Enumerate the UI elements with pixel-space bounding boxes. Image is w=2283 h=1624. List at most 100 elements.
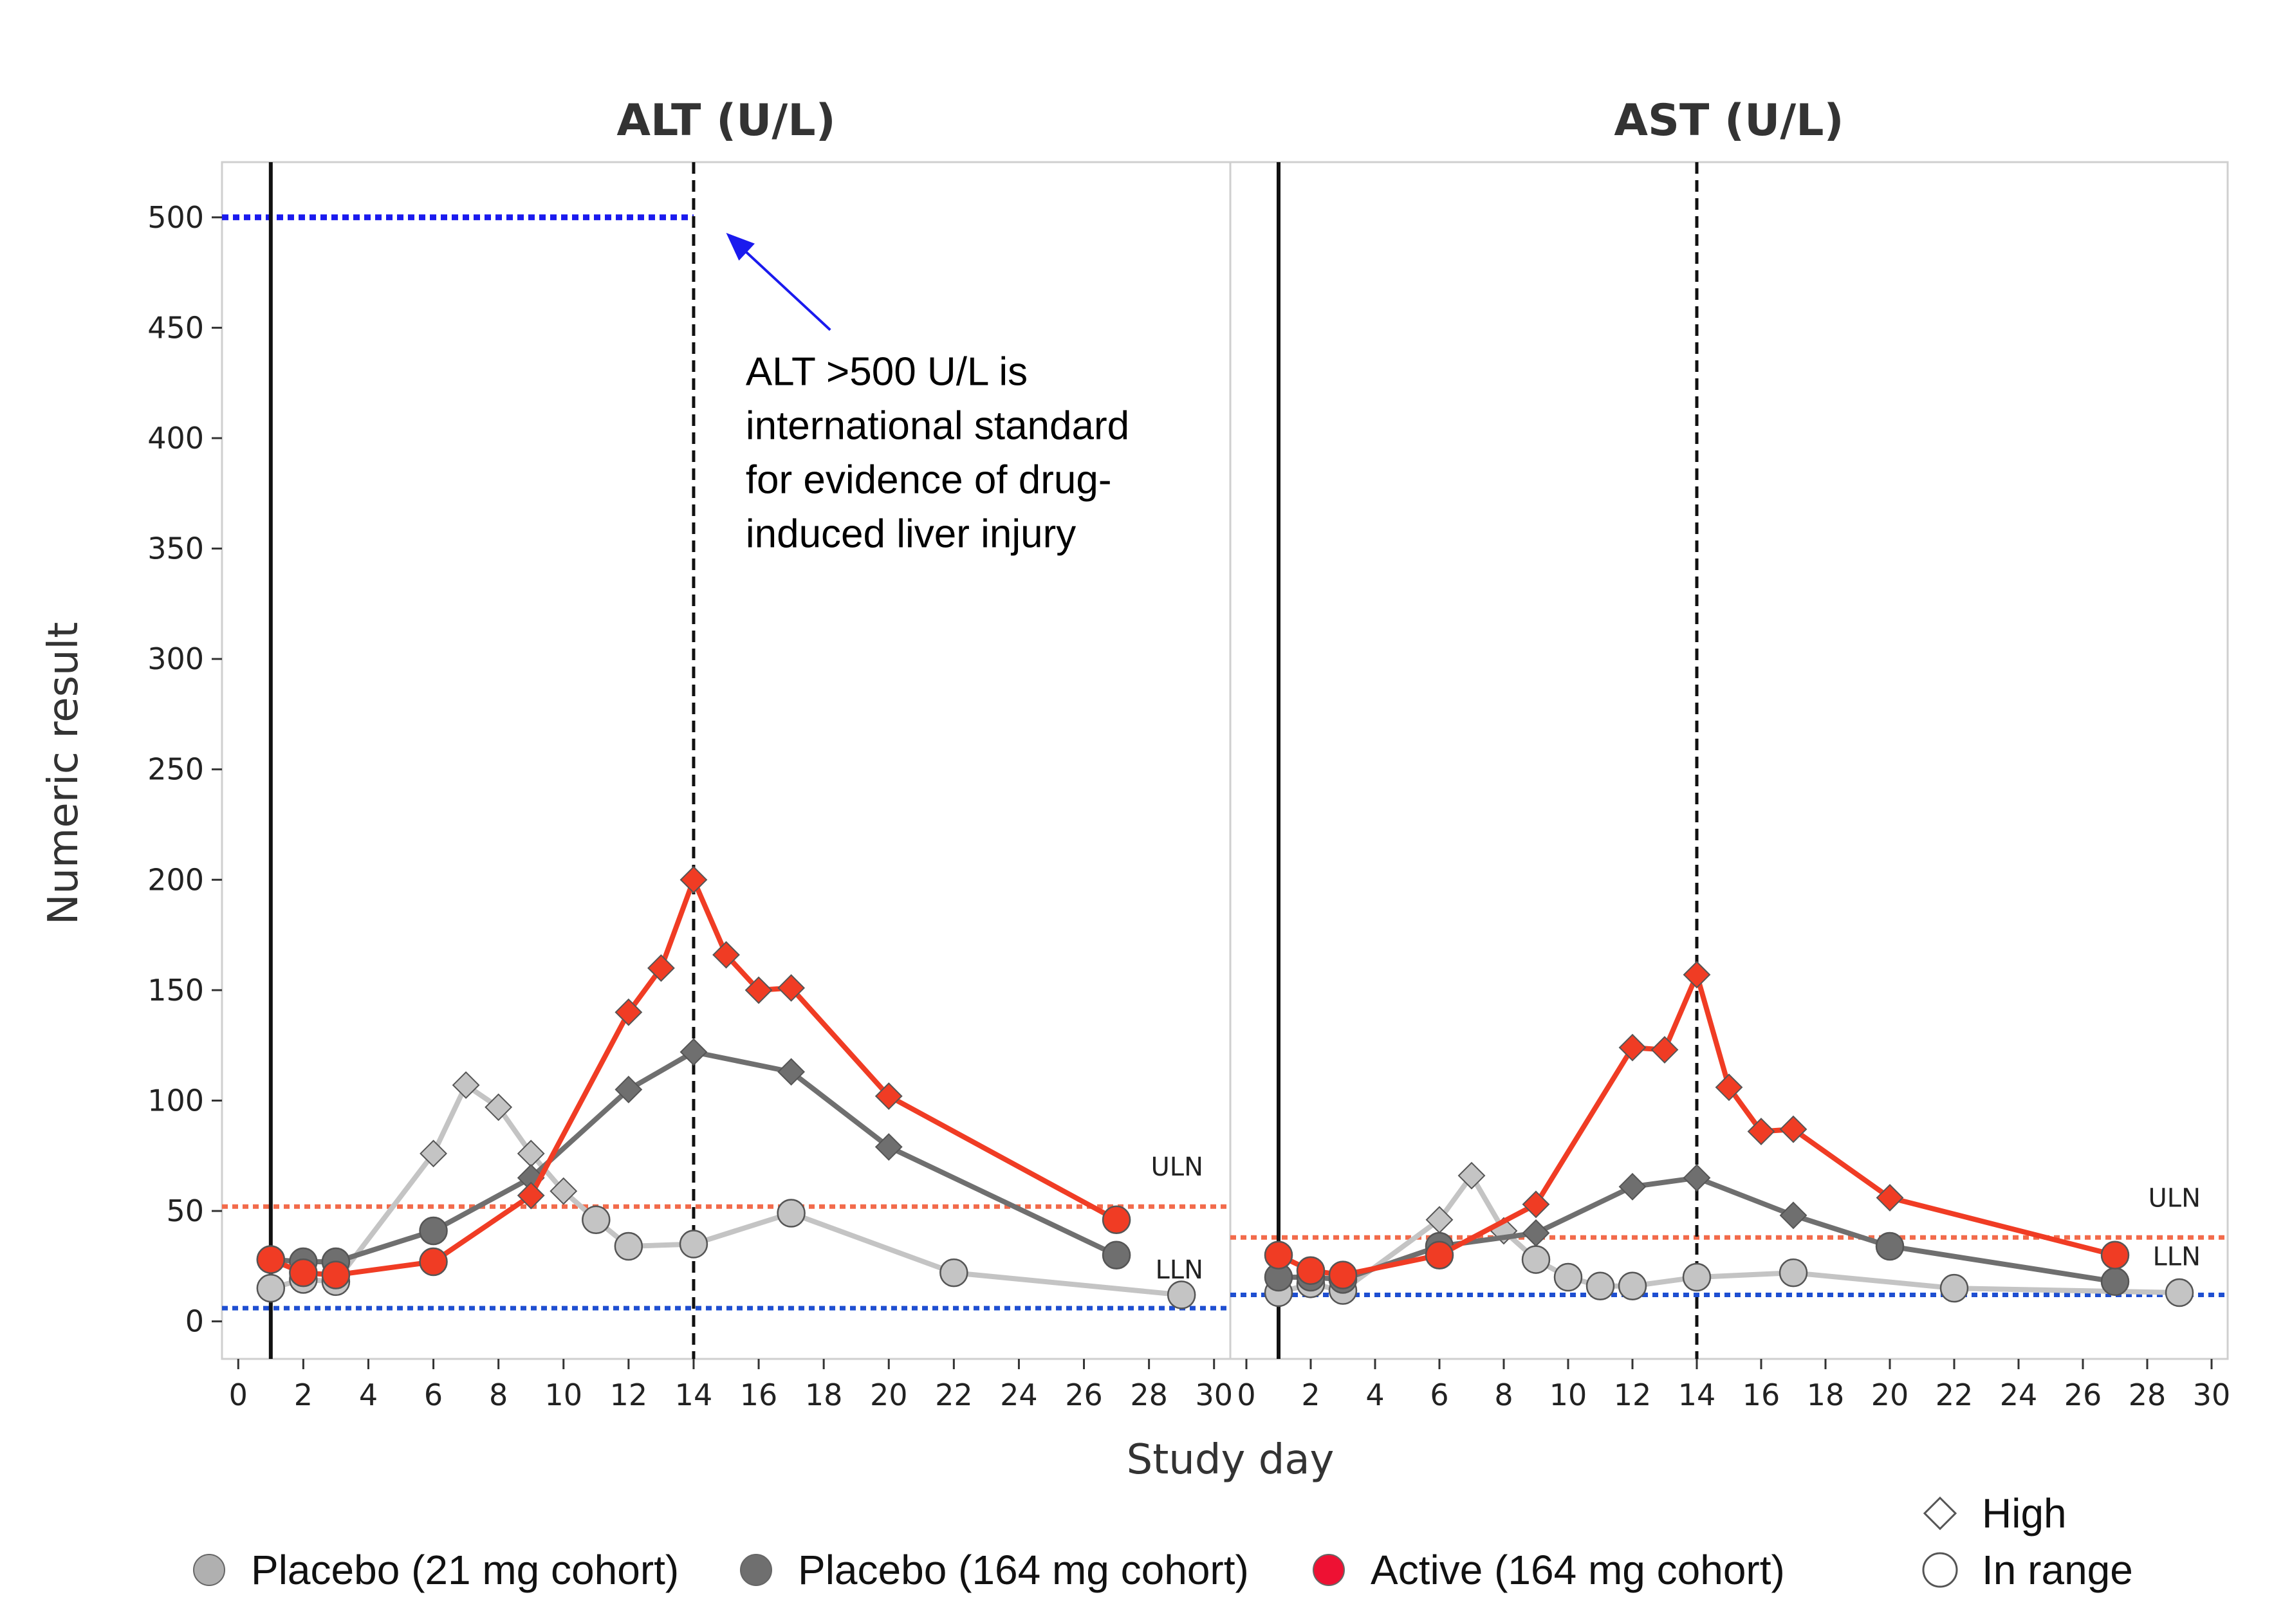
data-point-in-range xyxy=(777,1199,806,1228)
shared-axis: Study day xyxy=(1127,1436,1335,1484)
legend-label: Active (164 mg cohort) xyxy=(1371,1547,1785,1593)
data-point-high xyxy=(615,998,643,1026)
annotation-arrow-line xyxy=(734,241,831,331)
x-tick-label: 16 xyxy=(740,1378,778,1412)
data-point-in-range xyxy=(1521,1245,1551,1274)
data-point-in-range xyxy=(1102,1205,1131,1235)
data-point-high xyxy=(615,1075,643,1103)
y-tick-label: 350 xyxy=(147,531,204,566)
annotation-text-line: ALT >500 U/L is xyxy=(746,350,1028,394)
x-tick-label: 4 xyxy=(1365,1378,1384,1412)
legend-swatch xyxy=(740,1554,772,1586)
data-point-high xyxy=(874,1133,903,1161)
data-point-high xyxy=(1779,1115,1807,1143)
data-point-in-range xyxy=(1585,1271,1615,1301)
x-tick-label: 28 xyxy=(1130,1378,1168,1412)
data-point-in-range xyxy=(1167,1280,1196,1309)
x-tick-label: 10 xyxy=(1549,1378,1587,1412)
x-tick-label: 12 xyxy=(610,1378,648,1412)
y-tick-label: 150 xyxy=(147,973,204,1008)
x-tick-label: 18 xyxy=(805,1378,843,1412)
y-tick-label: 50 xyxy=(166,1194,204,1228)
series-line-placebo-21-mg-cohort xyxy=(270,1082,1182,1298)
data-point-in-range xyxy=(419,1216,448,1246)
data-point-in-range xyxy=(1779,1258,1808,1287)
data-point-high xyxy=(1779,1201,1807,1230)
x-tick-label: 26 xyxy=(2064,1378,2102,1412)
x-tick-label: 24 xyxy=(1000,1378,1038,1412)
annotation-text-line: induced liver injury xyxy=(746,512,1076,557)
series-line-placebo-21-mg-cohort xyxy=(1277,1173,2180,1296)
x-tick-label: 8 xyxy=(489,1378,508,1412)
ref-label-lln: LLN xyxy=(2153,1242,2201,1271)
legend: Placebo (21 mg cohort) Placebo (164 mg co… xyxy=(193,1490,2133,1593)
data-point-high xyxy=(1683,961,1711,989)
data-point-high xyxy=(679,1038,708,1066)
plot-frame xyxy=(221,161,1232,1360)
data-point-high xyxy=(550,1177,578,1205)
x-tick-label: 18 xyxy=(1807,1378,1845,1412)
data-point-high xyxy=(679,865,708,894)
y-tick-label: 0 xyxy=(185,1304,204,1339)
data-point-high xyxy=(712,941,740,969)
data-point-high xyxy=(1618,1172,1647,1201)
x-tick-label: 26 xyxy=(1065,1378,1103,1412)
y-tick-label: 450 xyxy=(147,310,204,345)
data-point-in-range xyxy=(1682,1262,1712,1292)
x-tick-label: 6 xyxy=(424,1378,443,1412)
x-axis-label: Study day xyxy=(1127,1436,1335,1484)
legend-label: Placebo (164 mg cohort) xyxy=(798,1547,1249,1593)
x-tick-label: 22 xyxy=(935,1378,973,1412)
ref-label-lln: LLN xyxy=(1156,1255,1204,1285)
data-point-high xyxy=(420,1140,447,1168)
data-point-high xyxy=(1650,1036,1679,1064)
y-axis-label: Numeric result xyxy=(40,622,88,925)
y-tick-label: 400 xyxy=(147,421,204,456)
legend-swatch xyxy=(193,1554,225,1586)
data-point-high xyxy=(647,954,675,982)
data-point-high xyxy=(1683,1164,1711,1192)
data-point-in-range xyxy=(1939,1273,1969,1303)
data-point-in-range xyxy=(614,1232,643,1261)
x-tick-label: 10 xyxy=(544,1378,582,1412)
data-point-in-range xyxy=(1328,1260,1358,1289)
x-tick-label: 20 xyxy=(870,1378,908,1412)
ast-panel: AST (U/L)0 2 4 6 8 10 12 14 16 18 20 22 24 26 28 30ULNL… xyxy=(1229,95,2230,1412)
data-point-high xyxy=(517,1181,545,1210)
data-point-high xyxy=(1715,1073,1743,1102)
data-point-high xyxy=(1618,1033,1647,1062)
x-tick-label: 0 xyxy=(229,1378,248,1412)
data-point-high xyxy=(485,1093,513,1121)
x-tick-label: 2 xyxy=(1301,1378,1320,1412)
x-tick-label: 12 xyxy=(1614,1378,1652,1412)
data-point-high xyxy=(744,976,773,1004)
x-tick-label: 16 xyxy=(1742,1378,1780,1412)
y-tick-label: 200 xyxy=(147,862,204,897)
data-point-in-range xyxy=(1264,1241,1293,1269)
annotation-arrow-head xyxy=(726,232,755,261)
ref-label-uln: ULN xyxy=(1151,1152,1203,1182)
data-point-in-range xyxy=(582,1205,611,1235)
data-point-in-range xyxy=(289,1258,318,1287)
annotation-text-line: for evidence of drug- xyxy=(746,458,1112,503)
data-point-in-range xyxy=(1553,1262,1583,1292)
legend-shape-circle xyxy=(1922,1552,1958,1588)
data-point-in-range xyxy=(939,1258,968,1287)
x-tick-label: 4 xyxy=(359,1378,378,1412)
x-tick-label: 2 xyxy=(294,1378,313,1412)
data-point-in-range xyxy=(2165,1278,2194,1307)
x-tick-label: 22 xyxy=(1936,1378,1973,1412)
legend-swatch xyxy=(1313,1554,1345,1586)
data-point-in-range xyxy=(1618,1271,1647,1301)
data-point-high xyxy=(1522,1190,1550,1219)
panel-title: AST (U/L) xyxy=(1614,95,1844,146)
data-point-high xyxy=(1876,1184,1904,1212)
alt-panel: ALT (U/L)0 2 4 6 8 10 12 14 16 18 20 22 24 26 28 300501… xyxy=(40,95,1233,1412)
data-point-in-range xyxy=(256,1245,286,1274)
data-point-high xyxy=(874,1082,903,1111)
plot-frame xyxy=(1229,161,2229,1360)
data-point-in-range xyxy=(1102,1241,1131,1269)
legend-shape-label: In range xyxy=(1982,1547,2133,1593)
x-tick-label: 24 xyxy=(2000,1378,2038,1412)
